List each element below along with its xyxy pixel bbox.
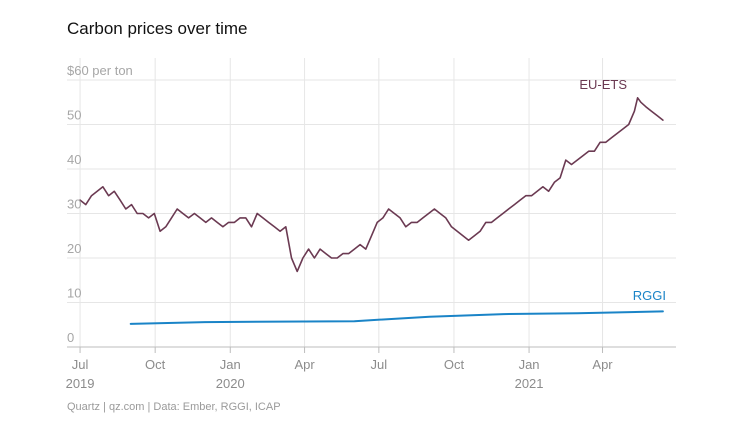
series-lines bbox=[79, 97, 664, 325]
x-tick-label: Jan bbox=[519, 357, 540, 372]
y-tick-label: 10 bbox=[67, 286, 81, 301]
x-tick-label: Apr bbox=[592, 357, 613, 372]
x-year-label: 2019 bbox=[66, 376, 95, 391]
x-tick-label: Apr bbox=[294, 357, 315, 372]
source-footer: Quartz | qz.com | Data: Ember, RGGI, ICA… bbox=[67, 401, 281, 413]
series-line-eu-ets bbox=[79, 97, 664, 273]
x-tick-label: Oct bbox=[145, 357, 166, 372]
axes bbox=[67, 346, 676, 353]
y-tick-label: 20 bbox=[67, 241, 81, 256]
x-year-label: 2020 bbox=[216, 376, 245, 391]
y-tick-label: 0 bbox=[67, 330, 74, 345]
labels: 0 10 20 30 40 50 $60 per ton Jul 2019 Oct Jan 2020 A… bbox=[66, 63, 666, 391]
chart-title: Carbon prices over time bbox=[67, 19, 248, 38]
series-label-eu-ets: EU-ETS bbox=[579, 77, 627, 92]
gridlines bbox=[67, 58, 676, 347]
x-year-label: 2021 bbox=[515, 376, 544, 391]
x-tick-label: Oct bbox=[444, 357, 465, 372]
y-tick-label: 40 bbox=[67, 152, 81, 167]
x-tick-label: Jan bbox=[220, 357, 241, 372]
series-line-rggi bbox=[129, 310, 664, 325]
y-tick-label: 50 bbox=[67, 108, 81, 123]
y-tick-label: 30 bbox=[67, 197, 81, 212]
x-tick-label: Jul bbox=[371, 357, 388, 372]
y-tick-label: $60 per ton bbox=[67, 63, 133, 78]
x-tick-label: Jul bbox=[72, 357, 89, 372]
series-label-rggi: RGGI bbox=[633, 288, 666, 303]
